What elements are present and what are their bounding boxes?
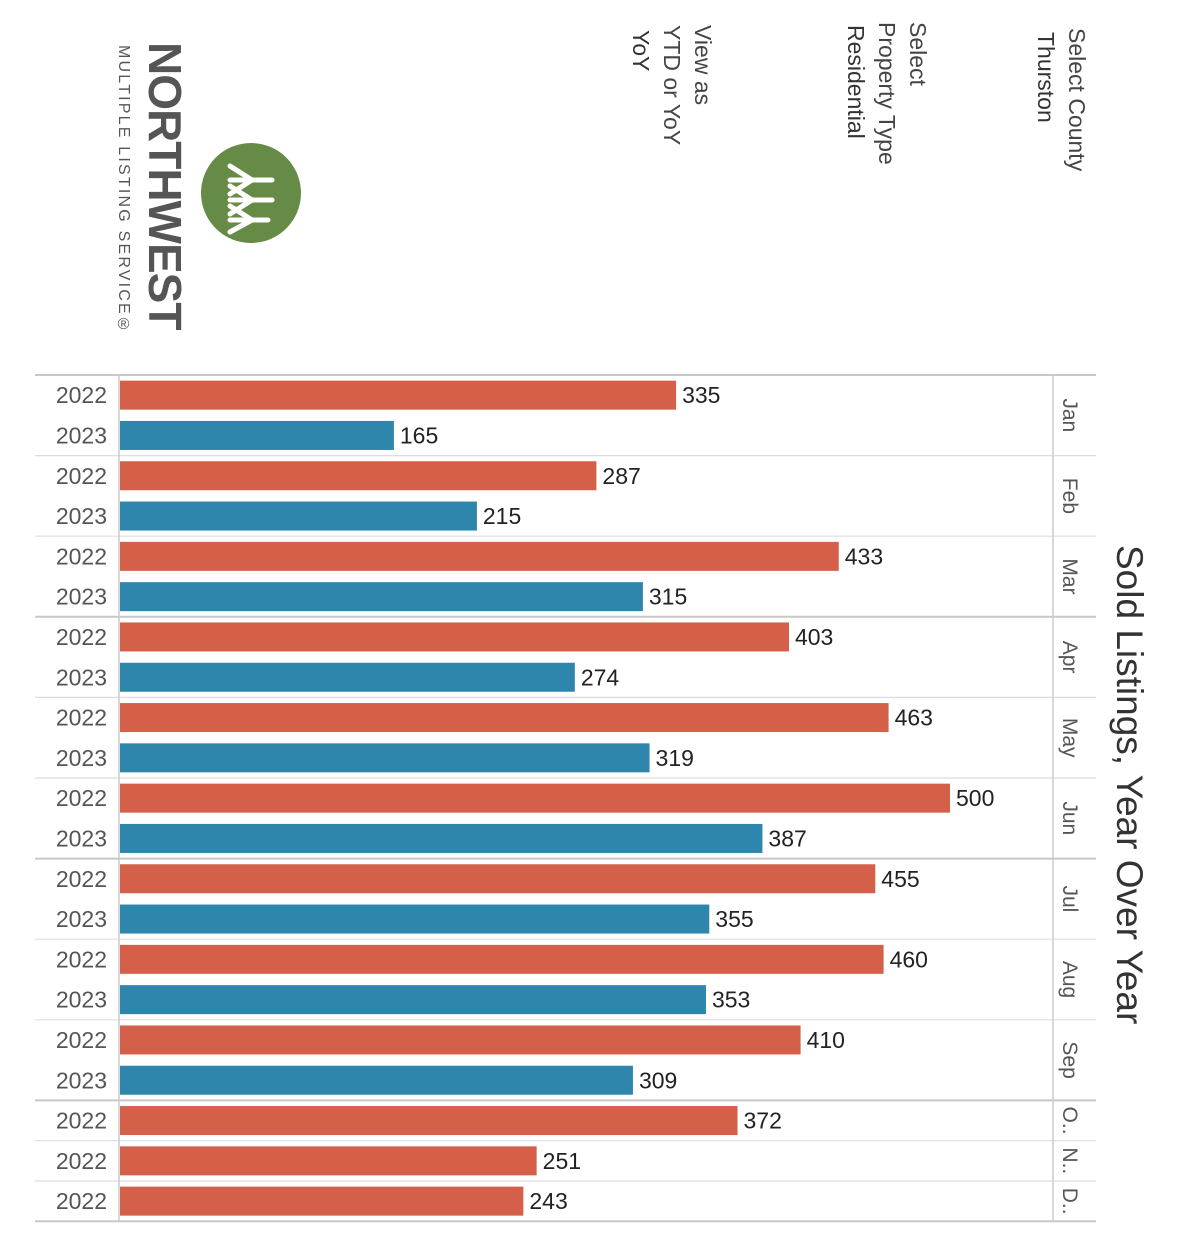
property-type-filter-value[interactable]: Residential <box>843 25 869 139</box>
month-label: Jan <box>1058 398 1081 432</box>
year-label: 2023 <box>56 987 107 1013</box>
property-type-filter-title: Select <box>905 22 931 86</box>
property-type-filter-title-line2: Property Type <box>874 22 900 165</box>
year-label: 2022 <box>56 1148 107 1174</box>
value-label: 319 <box>656 745 694 771</box>
logo-wordmark: NORTHWEST <box>139 42 191 330</box>
bar-Jan-2023 <box>120 420 394 450</box>
value-label: 403 <box>795 624 833 650</box>
bar-May-2023 <box>120 743 650 773</box>
bar-Feb-2023 <box>120 501 477 531</box>
bar-Aug-2022 <box>120 944 884 974</box>
value-label: 455 <box>881 866 919 892</box>
bar-Sep-2023 <box>120 1065 633 1095</box>
value-label: 372 <box>744 1108 782 1134</box>
bar-Mar-2022 <box>120 541 839 571</box>
bar-Feb-2022 <box>120 461 597 491</box>
bar-Jun-2023 <box>120 823 763 853</box>
month-label: May <box>1058 718 1081 758</box>
year-label: 2022 <box>56 624 107 650</box>
value-label: 165 <box>400 422 438 448</box>
bar-D..-2022 <box>120 1186 524 1216</box>
value-label: 287 <box>602 463 640 489</box>
year-label: 2022 <box>56 705 107 731</box>
year-label: 2022 <box>56 785 107 811</box>
bar-Jan-2022 <box>120 380 677 410</box>
month-label: Apr <box>1058 641 1081 674</box>
county-filter-title: Select County <box>1064 28 1090 172</box>
year-label: 2022 <box>56 946 107 972</box>
year-label: 2023 <box>56 503 107 529</box>
month-label: Mar <box>1058 558 1081 594</box>
bar-Apr-2023 <box>120 662 575 692</box>
year-label: 2022 <box>56 1188 107 1214</box>
month-label: Jul <box>1058 885 1081 912</box>
year-label: 2022 <box>56 866 107 892</box>
bar-O..-2022 <box>120 1106 738 1136</box>
value-label: 460 <box>890 946 928 972</box>
year-label: 2023 <box>56 584 107 610</box>
month-label: N.. <box>1058 1147 1081 1174</box>
year-label: 2022 <box>56 1027 107 1053</box>
month-label: O.. <box>1058 1107 1081 1135</box>
year-label: 2023 <box>56 745 107 771</box>
month-label: Aug <box>1058 961 1081 998</box>
value-label: 410 <box>807 1027 845 1053</box>
value-label: 355 <box>715 906 753 932</box>
month-label: Sep <box>1058 1041 1081 1078</box>
bar-Sep-2022 <box>120 1025 801 1055</box>
month-label: Jun <box>1058 801 1081 835</box>
value-label: 433 <box>845 543 883 569</box>
view-filter-value[interactable]: YoY <box>628 30 654 72</box>
year-label: 2022 <box>56 382 107 408</box>
year-label: 2022 <box>56 1108 107 1134</box>
view-filter-title: View as <box>690 25 716 106</box>
year-label: 2023 <box>56 906 107 932</box>
chart-title: Sold Listings, Year Over Year <box>1109 545 1150 1025</box>
view-filter-title-line2: YTD or YoY <box>659 25 685 146</box>
value-label: 353 <box>712 987 750 1013</box>
value-label: 500 <box>956 785 994 811</box>
year-label: 2023 <box>56 664 107 690</box>
bar-N..-2022 <box>120 1146 537 1176</box>
bar-May-2022 <box>120 703 889 733</box>
value-label: 215 <box>483 503 521 529</box>
value-label: 463 <box>895 705 933 731</box>
bar-Jul-2023 <box>120 904 710 934</box>
bar-Jul-2022 <box>120 864 876 894</box>
year-label: 2022 <box>56 463 107 489</box>
year-label: 2023 <box>56 422 107 448</box>
logo-subtitle: MULTIPLE LISTING SERVICE® <box>115 45 132 336</box>
bar-Apr-2022 <box>120 622 789 652</box>
value-label: 251 <box>543 1148 581 1174</box>
logo-tree-icon <box>201 143 301 243</box>
value-label: 315 <box>649 584 687 610</box>
value-label: 274 <box>581 664 620 690</box>
county-filter-value[interactable]: Thurston <box>1033 32 1059 123</box>
bar-Mar-2023 <box>120 582 643 612</box>
year-label: 2023 <box>56 825 107 851</box>
bar-Aug-2023 <box>120 985 706 1015</box>
value-label: 243 <box>529 1188 567 1214</box>
month-label: Feb <box>1058 478 1081 514</box>
value-label: 335 <box>682 382 720 408</box>
bar-Jun-2022 <box>120 783 950 813</box>
value-label: 387 <box>768 825 806 851</box>
year-label: 2023 <box>56 1067 107 1093</box>
value-label: 309 <box>639 1067 677 1093</box>
year-label: 2022 <box>56 543 107 569</box>
month-label: D.. <box>1058 1188 1081 1215</box>
